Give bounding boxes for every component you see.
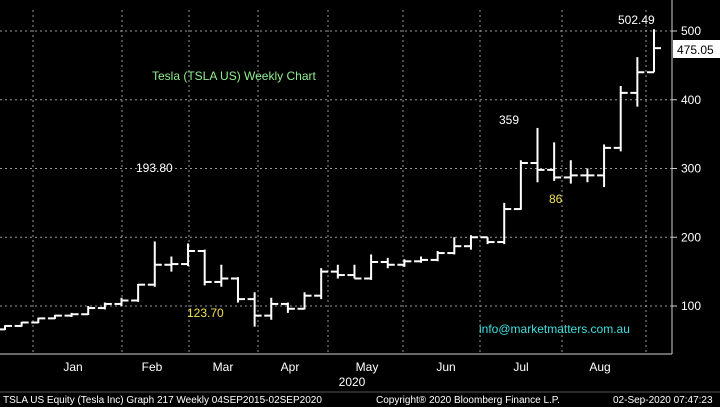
ohlc-bar (264, 297, 279, 320)
ohlc-bar (547, 142, 562, 181)
x-tick-label: Jun (436, 360, 455, 374)
ohlc-bar (131, 283, 146, 302)
footer-timestamp: 02-Sep-2020 07:47:23 (613, 395, 713, 406)
y-tick-label: 400 (681, 93, 701, 107)
ohlc-bar (380, 257, 395, 269)
x-tick-label: Jan (63, 360, 82, 374)
y-tick-label: 200 (681, 230, 701, 244)
ohlc-bar (347, 264, 362, 280)
ohlc-bar (530, 127, 545, 183)
chart-title: Tesla (TSLA US) Weekly Chart (152, 69, 316, 83)
ohlc-bar (430, 251, 445, 262)
annotation-low-jul: 86 (549, 192, 563, 206)
ohlc-bar (31, 317, 46, 324)
y-tick-label: 100 (681, 299, 701, 313)
annotation-low-mar: 123.70 (187, 306, 224, 320)
ohlc-bar (364, 254, 379, 280)
ohlc-bar (81, 306, 96, 316)
annotation-high-aug: 502.49 (618, 13, 655, 27)
last-price-box (673, 40, 720, 58)
ohlc-bar (280, 302, 295, 313)
y-tick-label: 300 (681, 162, 701, 176)
x-year-label: 2020 (339, 375, 366, 389)
ohlc-bar (64, 312, 79, 317)
ohlc-bar (214, 264, 229, 287)
ohlc-bar (197, 249, 212, 286)
annotation-high-feb: 193.80 (136, 161, 173, 175)
ohlc-bar (230, 277, 245, 303)
ohlc-bar (597, 144, 612, 188)
x-tick-label: Mar (213, 360, 234, 374)
ohlc-bar (164, 256, 179, 272)
ohlc-bar (297, 292, 312, 310)
footer-copyright: Copyright® 2020 Bloomberg Finance L.P. (376, 395, 560, 406)
y-tick-label: 500 (681, 24, 701, 38)
ohlc-bar (330, 264, 345, 279)
footer-left: TSLA US Equity (Tesla Inc) Graph 217 Wee… (3, 395, 322, 406)
ohlc-bar (497, 202, 512, 245)
ohlc-bar (247, 292, 262, 327)
ohlc-bar (114, 297, 129, 306)
ohlc-bar (181, 243, 196, 267)
x-tick-label: Jul (513, 360, 528, 374)
ohlc-bar (447, 237, 462, 255)
watermark-email: info@marketmatters.com.au (479, 322, 630, 336)
ohlc-bar (563, 160, 578, 184)
last-price-label: 475.05 (677, 43, 714, 57)
ohlc-bar (580, 168, 595, 183)
ohlc-bar (47, 314, 62, 320)
ohlc-bars (0, 29, 661, 331)
x-tick-label: May (356, 360, 379, 374)
x-tick-label: Aug (589, 360, 610, 374)
ohlc-bar (630, 57, 645, 107)
ohlc-bar (613, 86, 628, 152)
ohlc-bar (397, 259, 412, 267)
ohlc-bar (314, 268, 329, 300)
annotation-high-jul: 359 (499, 113, 519, 127)
last-price-tag: 475.05 (673, 40, 720, 58)
ohlc-bar (414, 256, 429, 263)
x-tick-label: Feb (142, 360, 163, 374)
ohlc-bar (97, 302, 112, 310)
ohlc-bar (480, 236, 495, 245)
chart-labels: Tesla (TSLA US) Weekly Chart 193.80 123.… (136, 13, 655, 336)
ohlc-bar (463, 235, 478, 250)
gridlines (0, 10, 672, 354)
axes: 100 200 300 400 500 Jan Feb Mar Apr May Jun Jul Aug 2… (0, 0, 701, 389)
ohlc-bar (647, 29, 661, 74)
footer-bar: TSLA US Equity (Tesla Inc) Graph 217 Wee… (0, 391, 720, 406)
ohlc-bar (513, 160, 528, 211)
ohlc-bar (0, 324, 12, 331)
ohlc-bar (14, 321, 29, 327)
x-tick-label: Apr (281, 360, 300, 374)
ohlc-bar (147, 241, 162, 287)
